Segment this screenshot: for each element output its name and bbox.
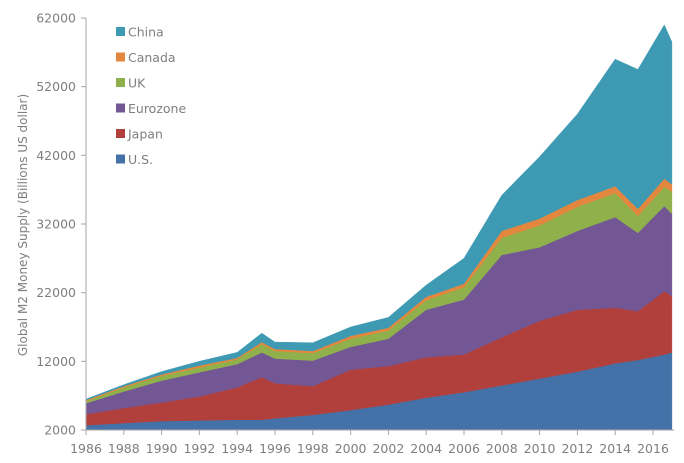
legend-swatch-canada xyxy=(116,52,125,62)
x-tick-label: 2012 xyxy=(561,441,593,456)
y-axis-ticks: 2000 12000 22000 32000 42000 52000 62000 xyxy=(36,11,86,438)
area-china xyxy=(85,24,673,401)
x-tick-label: 1996 xyxy=(259,441,291,456)
legend-swatch-japan xyxy=(116,129,125,138)
legend-swatch-china xyxy=(116,27,125,36)
x-tick-label: 2010 xyxy=(524,441,556,456)
x-tick-label: 2000 xyxy=(335,441,367,456)
legend-swatch-eurozone xyxy=(116,103,125,113)
x-tick-label: 1988 xyxy=(108,441,140,456)
plot-areas xyxy=(85,24,673,431)
x-tick-label: 2002 xyxy=(372,441,404,456)
legend-swatch-u-s xyxy=(116,154,125,164)
x-tick-label: 1994 xyxy=(221,441,253,456)
legend-label: Eurozone xyxy=(128,101,186,116)
legend: China Canada UK Eurozone Japan U.S. xyxy=(116,25,186,167)
x-tick-label: 1990 xyxy=(146,441,178,456)
x-tick-label: 1992 xyxy=(183,441,215,456)
x-tick-label: 1986 xyxy=(70,441,102,456)
y-tick-label: 42000 xyxy=(36,148,76,163)
x-tick-label: 2006 xyxy=(448,441,480,456)
legend-swatch-uk xyxy=(116,78,125,87)
x-tick-label: 1998 xyxy=(297,441,329,456)
x-axis-ticks: 1986 1988 1990 1992 1994 1996 1998 2000 2002 2004… xyxy=(70,430,669,456)
y-tick-label: 2000 xyxy=(44,423,76,438)
legend-label: Canada xyxy=(128,50,176,65)
legend-label: China xyxy=(128,25,164,40)
x-tick-label: 2008 xyxy=(486,441,518,456)
y-tick-label: 62000 xyxy=(36,11,76,26)
y-axis-title: Global M2 Money Supply (Billions US doll… xyxy=(16,94,30,356)
y-tick-label: 52000 xyxy=(36,79,76,94)
x-tick-label: 2004 xyxy=(410,441,442,456)
legend-label: UK xyxy=(128,76,146,91)
y-tick-label: 12000 xyxy=(36,354,76,369)
y-tick-label: 22000 xyxy=(36,285,76,300)
legend-label: Japan xyxy=(127,127,163,142)
y-tick-label: 32000 xyxy=(36,217,76,232)
legend-label: U.S. xyxy=(128,152,153,167)
x-tick-label: 2014 xyxy=(599,441,631,456)
x-tick-label: 2016 xyxy=(637,441,669,456)
